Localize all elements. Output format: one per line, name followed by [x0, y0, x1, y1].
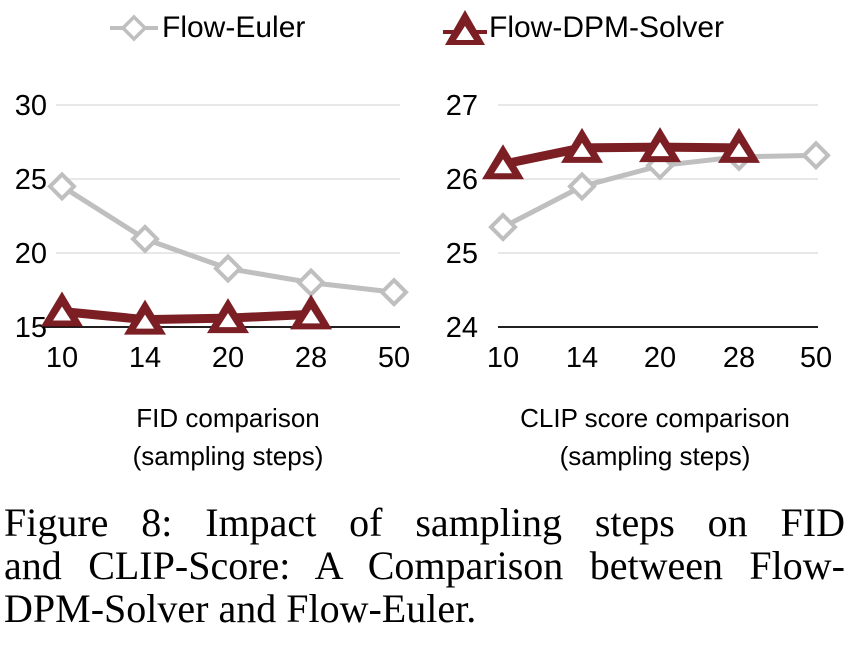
legend-triangle-inner: [456, 26, 474, 40]
triangle-marker-inner: [573, 142, 591, 157]
caption-line-1: Figure 8: Impact of sampling steps on FI…: [4, 500, 845, 545]
legend-item-flow-euler: Flow-Euler: [108, 6, 305, 50]
y-tick-label: 25: [15, 164, 47, 196]
caption-line-3: DPM-Solver and Flow-Euler.: [4, 586, 477, 631]
fid-axis-title: FID comparison (sampling steps): [28, 399, 428, 475]
triangle-marker-icon: [443, 10, 487, 45]
fid-title-text: FID comparison: [136, 403, 320, 433]
triangle-marker-inner: [219, 313, 237, 328]
diamond-marker: [213, 253, 243, 284]
triangle-marker-inner: [651, 142, 669, 157]
diamond-marker: [488, 212, 518, 242]
diamond-marker: [567, 171, 597, 202]
x-tick-label: 28: [295, 342, 327, 374]
x-tick-label: 28: [723, 342, 755, 374]
x-tick-label: 10: [46, 342, 78, 374]
triangle-marker-inner: [136, 314, 154, 329]
triangle-marker-inner: [730, 142, 748, 157]
triangle-marker-inner: [302, 309, 320, 324]
x-tick-label: 50: [378, 342, 410, 374]
series-line-flow-dpm-solver: [61, 306, 312, 325]
y-tick-label: 24: [446, 312, 478, 344]
figure-caption: Figure 8: Impact of sampling steps on FI…: [4, 501, 845, 630]
triangle-marker-inner: [494, 159, 512, 174]
triangle-marker-inner: [53, 306, 71, 321]
legend-label-flow-dpm-solver: Flow-DPM-Solver: [489, 11, 725, 44]
clip-chart: 24 25 26 27 10 14 20 28 50: [446, 90, 832, 374]
diamond-marker: [296, 267, 326, 298]
clip-axis-title: CLIP score comparison (sampling steps): [455, 399, 850, 475]
x-tick-label: 14: [129, 342, 161, 374]
diamond-marker: [130, 224, 160, 254]
legend-label-flow-euler: Flow-Euler: [162, 11, 306, 44]
clip-title-text: CLIP score comparison: [520, 403, 790, 433]
diamond-marker-icon: [110, 14, 158, 42]
y-tick-label: 27: [446, 90, 478, 122]
clip-subtitle-text: (sampling steps): [559, 441, 751, 471]
x-tick-label: 20: [212, 342, 244, 374]
x-tick-label: 20: [644, 342, 676, 374]
legend-item-flow-dpm-solver: Flow-DPM-Solver: [443, 6, 724, 50]
y-tick-label: 25: [446, 238, 478, 270]
fid-chart: 15 20 25 30 10 14 20 28 50: [15, 90, 410, 374]
fid-subtitle-text: (sampling steps): [132, 441, 324, 471]
caption-line-2: and CLIP-Score: A Comparison between Flo…: [4, 543, 845, 588]
diamond-marker: [47, 171, 77, 202]
x-tick-label: 50: [800, 342, 832, 374]
x-tick-label: 14: [566, 342, 598, 374]
y-tick-label: 15: [15, 312, 47, 344]
legend-diamond: [120, 14, 148, 42]
x-tick-label: 10: [487, 342, 519, 374]
y-tick-label: 26: [446, 164, 478, 196]
series-line-flow-dpm-solver: [502, 142, 740, 169]
y-tick-label: 30: [15, 90, 47, 122]
diamond-marker: [801, 140, 831, 171]
y-tick-label: 20: [15, 238, 47, 270]
diamond-marker: [379, 277, 409, 308]
